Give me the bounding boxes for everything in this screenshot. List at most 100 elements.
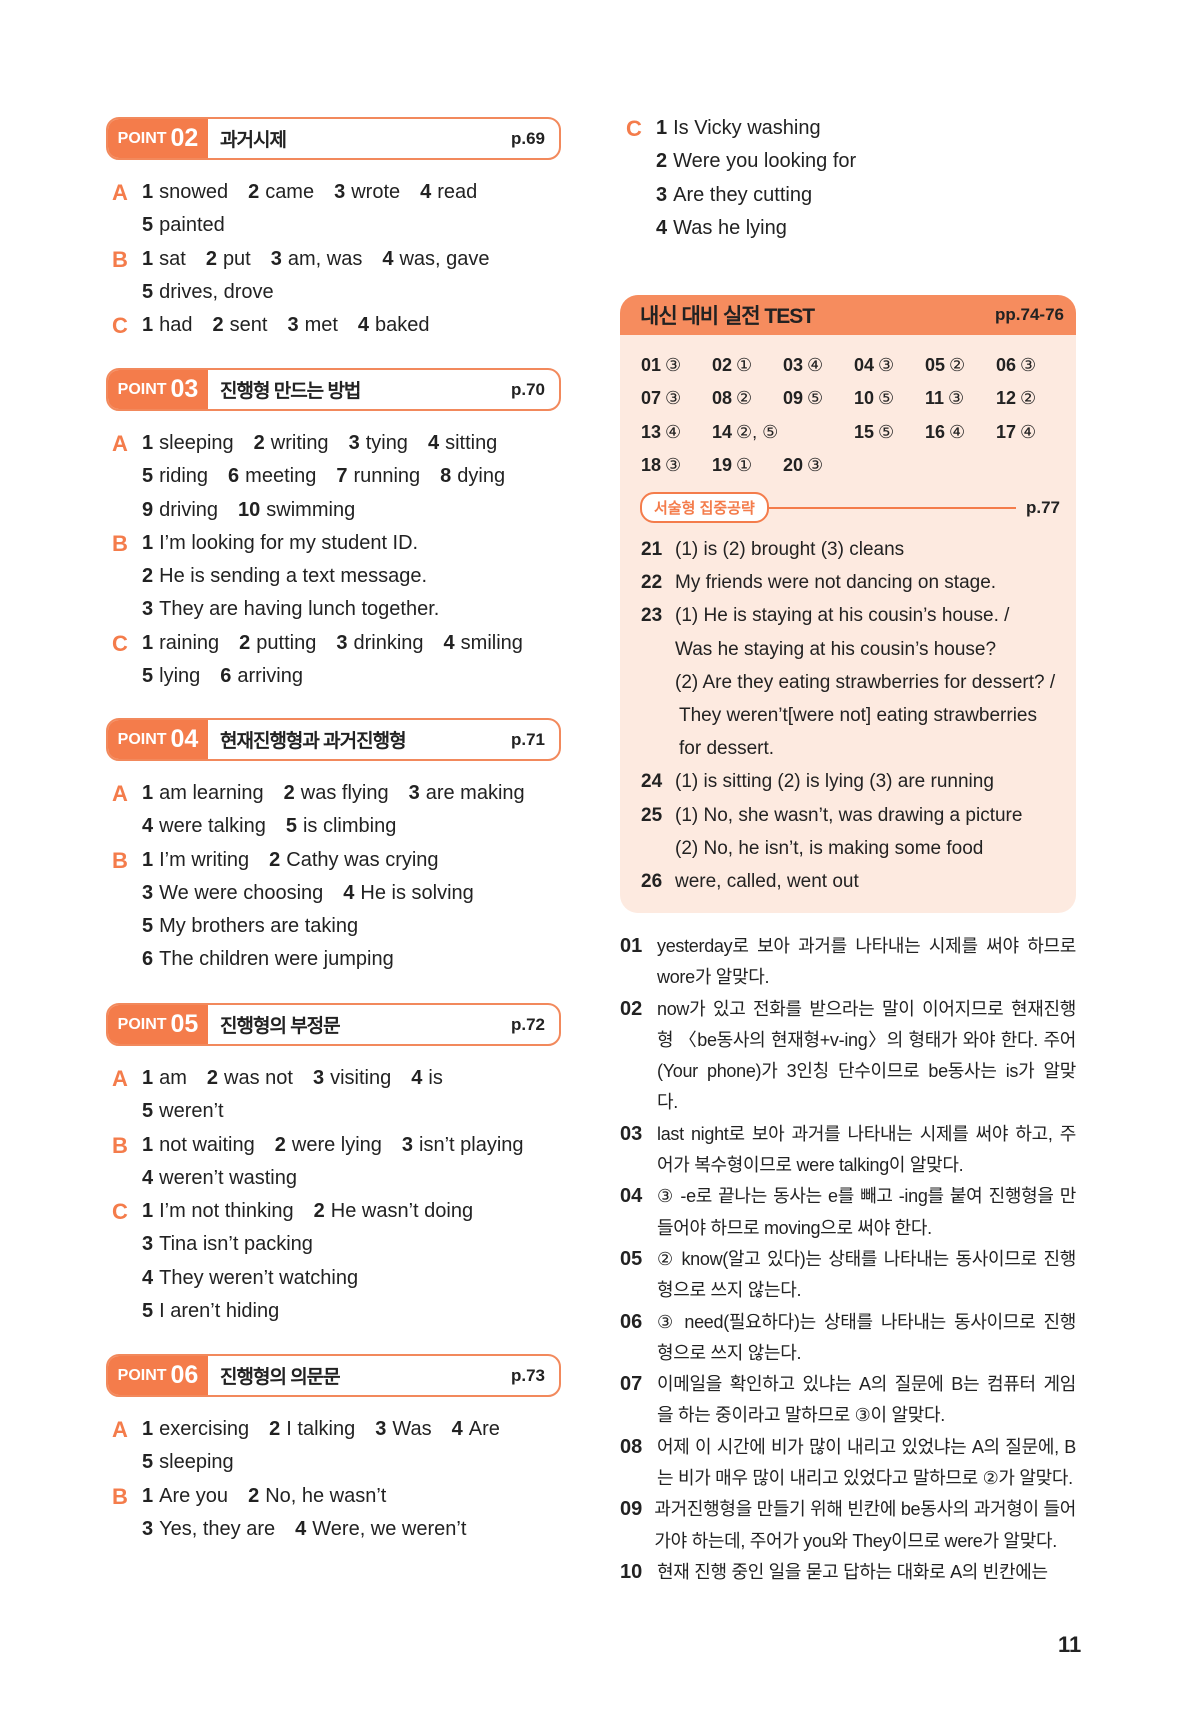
question-number: 15 [854,421,875,442]
point-section-02: POINT 02 과거시제 p.69 A 1 snowed 2 came 3 wrote 4 read 5… [106,117,561,342]
explanation-line: 형 〈be동사의 현재형+v-ing〉의 형태가 와야 한다. 주어 [657,1029,1076,1050]
point-page: p.73 [510,1365,545,1385]
answer-group: B 1 Are you 2 No, he wasn’t 3 Yes, they are 4 We… [106,1480,561,1547]
question-number: 09 [783,388,804,409]
item-answer: smiling [460,631,523,654]
question-number: 24 [641,771,663,793]
test-answer: 08 ② [712,382,783,415]
answer-item: 3 Was [375,1418,431,1440]
essay-row: (2) Are they eating strawberries for des… [641,666,1066,699]
answer-choice: ② [949,355,966,375]
test-answer: 03 ④ [783,349,854,382]
answer-line: 5 weren’t [142,1095,561,1128]
answer-group: B 1 not waiting 2 were lying 3 isn’t playing 4 w… [106,1129,561,1196]
answer-line: 3 We were choosing 4 He is solving [142,877,561,910]
answer-item: 1 Are you [142,1485,228,1507]
item-number: 5 [142,1300,154,1323]
section-letter: B [112,1132,128,1158]
answer-item: 2 sent [213,314,268,336]
answers: A 1 am 2 was not 3 visiting 4 is 5 weren’t B 1 not wa… [106,1062,561,1328]
answer-item: 1 Is Vicky washing [656,117,821,139]
answer-lines: 1 am 2 was not 3 visiting 4 is 5 weren’t [142,1062,561,1129]
item-number: 6 [142,948,154,971]
answer-item: 2 writing [254,432,329,454]
answer-item: 5 is climbing [286,815,396,837]
item-number: 4 [420,181,432,203]
item-answer: My brothers are taking [159,915,359,938]
point-label: POINT [117,1366,167,1384]
item-number: 2 [248,181,260,203]
answer-line: 1 am 2 was not 3 visiting 4 is [142,1062,561,1095]
answer-group: A 1 snowed 2 came 3 wrote 4 read 5 painted [106,176,561,243]
question-number: 21 [641,539,663,560]
item-number: 3 [401,1133,414,1156]
question-number: 01 [620,935,643,957]
item-answer: I’m looking for my student ID. [159,531,419,554]
answer-choice: ③ [665,388,682,409]
item-answer: drives, drove [159,280,274,303]
item-answer: We were choosing [159,881,324,904]
section-letter: A [112,781,128,806]
item-answer: am learning [159,782,264,804]
answer-choice: ③ [807,455,824,476]
essay-row: 22 My friends were not dancing on stage. [641,566,1066,599]
point-badge: POINT 02 [108,119,208,158]
item-answer: Yes, they are [159,1517,276,1540]
explanation-item: 04 ③ -e로 끝나는 동사는 e를 빼고 -ing를 붙여 진행형을 만 들어야… [620,1181,1076,1244]
item-number: 1 [142,631,154,654]
question-number: 08 [712,388,733,409]
item-answer: is climbing [302,815,397,838]
section-letter: C [112,630,128,656]
item-number: 4 [142,1266,154,1289]
answer-line: 5 lying 6 arriving [142,660,561,693]
answer-item: 2 came [248,181,314,203]
essay-answer: (1) is (2) brought (3) cleans [675,539,905,560]
answer-group: C 1 raining 2 putting 3 drinking 4 smiling 5 lying… [106,627,561,694]
answer-item: 3 We were choosing [142,882,323,904]
point-header: POINT 03 진행형 만드는 방법 p.70 [106,368,561,411]
answer-group: A 1 am learning 2 was flying 3 are making 4 were… [106,777,561,844]
item-number: 3 [287,314,299,337]
item-number: 5 [285,815,297,838]
explanation-line: 형으로 쓰지 않는다. [657,1342,802,1363]
answer-choice: ⑤ [878,421,895,442]
essay-row: 21 (1) is (2) brought (3) cleans [641,533,1066,566]
answer-item: 2 Cathy was crying [269,849,438,871]
answer-group: C 1 I’m not thinking 2 He wasn’t doing 3 Tina … [106,1195,561,1328]
answer-lines: 1 Is Vicky washing 2 Were you looking for 3 A… [656,112,876,245]
item-answer: am, was [287,247,363,270]
item-answer: Cathy was crying [286,848,439,871]
answer-line: 1 sleeping 2 writing 3 tying 4 sitting [142,427,561,460]
answer-item: 1 sat [142,248,186,270]
item-answer: sat [159,247,186,270]
answer-item: 2 No, he wasn’t [248,1485,386,1507]
point-header: POINT 04 현재진행형과 과거진행형 p.71 [106,718,561,761]
item-answer: Are they cutting [673,183,813,206]
item-number: 3 [142,1517,154,1540]
item-answer: read [437,181,478,203]
test-header: 내신 대비 실전 TEST pp.74-76 [620,295,1076,335]
answer-group: A 1 exercising 2 I talking 3 Was 4 Are 5 sleeping [106,1413,561,1480]
item-answer: He is sending a text message. [159,565,428,588]
explanation-item: 09 과거진행형을 만들기 위해 빈칸에 be동사의 과거형이 들어 가야 하는데,… [620,1494,1076,1557]
item-number: 3 [408,782,420,804]
item-number: 2 [206,1067,219,1089]
question-number: 23 [641,605,663,627]
answer-item: 1 I’m writing [142,849,249,871]
point-number: 06 [170,1361,199,1389]
point-page: p.70 [510,379,545,399]
essay-answer: for dessert. [679,738,775,760]
item-number: 4 [343,881,355,904]
item-answer: baked [375,314,430,337]
answer-item: 2 were lying [275,1134,382,1156]
item-number: 5 [142,214,154,237]
explanation-line: 들어야 하므로 moving으로 써야 한다. [657,1217,932,1238]
explanations: 01 yesterday로 보아 과거를 나타내는 시제를 써야 하므로 wore가… [620,931,1076,1588]
explanation-line: now가 있고 전화를 받으라는 말이 이어지므로 현재진행 [657,998,1076,1019]
item-number: 4 [427,432,440,454]
item-number: 3 [336,631,348,654]
explanation-text: last night로 보아 과거를 나타내는 시제를 써야 하고, 주 어가 복… [657,1119,1076,1182]
item-number: 6 [220,665,232,688]
question-number: 09 [620,1498,643,1521]
explanation-line: wore가 알맞다. [657,967,770,988]
